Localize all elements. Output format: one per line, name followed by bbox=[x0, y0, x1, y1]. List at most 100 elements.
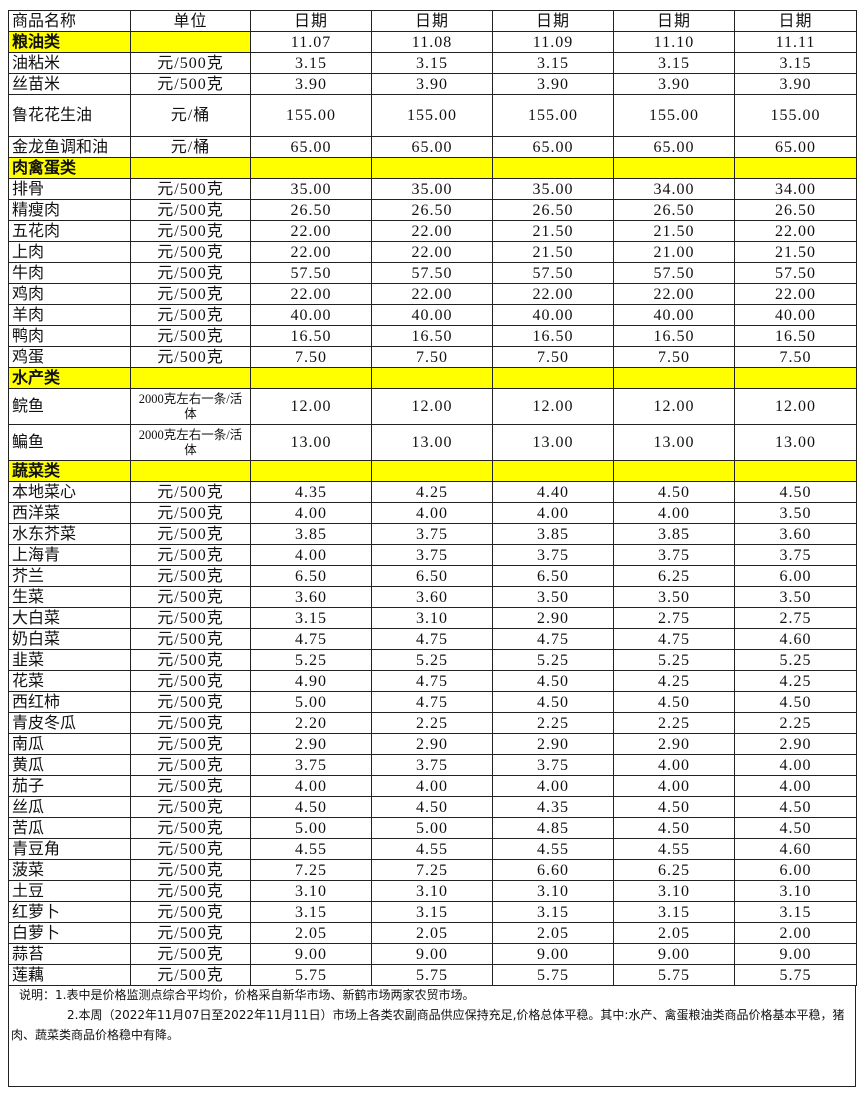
item-price: 4.50 bbox=[734, 691, 857, 713]
category-date: 11.09 bbox=[492, 31, 614, 53]
item-price: 57.50 bbox=[613, 262, 735, 284]
item-name: 鸭肉 bbox=[8, 325, 131, 347]
item-price: 2.05 bbox=[492, 922, 614, 944]
item-price: 4.00 bbox=[613, 754, 735, 776]
category-date bbox=[613, 460, 735, 482]
item-price: 57.50 bbox=[250, 262, 372, 284]
category-date bbox=[250, 367, 372, 389]
item-price: 9.00 bbox=[250, 943, 372, 965]
item-price: 3.10 bbox=[371, 607, 493, 629]
item-price: 2.90 bbox=[613, 733, 735, 755]
item-price: 4.60 bbox=[734, 838, 857, 860]
item-price: 13.00 bbox=[492, 424, 614, 461]
item-price: 22.00 bbox=[250, 220, 372, 242]
item-price: 22.00 bbox=[492, 283, 614, 305]
category-unit bbox=[130, 157, 251, 179]
item-price: 65.00 bbox=[613, 136, 735, 158]
item-unit: 元/500克 bbox=[130, 586, 251, 608]
item-price: 22.00 bbox=[371, 220, 493, 242]
category-date bbox=[371, 367, 493, 389]
item-name: 鳊鱼 bbox=[8, 424, 131, 461]
item-price: 13.00 bbox=[371, 424, 493, 461]
table-row: 青皮冬瓜 元/500克 2.20 2.25 2.25 2.25 2.25 bbox=[8, 712, 857, 734]
item-name: 黄瓜 bbox=[8, 754, 131, 776]
item-name: 大白菜 bbox=[8, 607, 131, 629]
table-row: 南瓜 元/500克 2.90 2.90 2.90 2.90 2.90 bbox=[8, 733, 857, 755]
item-price: 5.25 bbox=[734, 649, 857, 671]
item-price: 4.40 bbox=[492, 481, 614, 503]
item-price: 3.15 bbox=[613, 52, 735, 74]
item-price: 34.00 bbox=[613, 178, 735, 200]
item-price: 21.50 bbox=[613, 220, 735, 242]
category-row: 蔬菜类 bbox=[8, 460, 857, 482]
item-price: 2.25 bbox=[734, 712, 857, 734]
item-price: 2.00 bbox=[734, 922, 857, 944]
item-name: 青豆角 bbox=[8, 838, 131, 860]
item-unit: 元/500克 bbox=[130, 481, 251, 503]
item-unit: 元/桶 bbox=[130, 136, 251, 158]
item-price: 4.75 bbox=[371, 691, 493, 713]
category-date bbox=[492, 367, 614, 389]
item-price: 12.00 bbox=[492, 388, 614, 425]
item-price: 16.50 bbox=[250, 325, 372, 347]
item-price: 3.75 bbox=[492, 754, 614, 776]
item-price: 3.10 bbox=[613, 880, 735, 902]
header-date: 日期 bbox=[492, 10, 614, 32]
item-price: 21.50 bbox=[492, 220, 614, 242]
table-row: 鸡肉 元/500克 22.00 22.00 22.00 22.00 22.00 bbox=[8, 283, 857, 305]
item-name: 五花肉 bbox=[8, 220, 131, 242]
item-price: 57.50 bbox=[734, 262, 857, 284]
table-row: 鲩鱼 2000克左右一条/活体 12.00 12.00 12.00 12.00 12.00 bbox=[8, 388, 857, 425]
table-row: 丝苗米 元/500克 3.90 3.90 3.90 3.90 3.90 bbox=[8, 73, 857, 95]
item-price: 7.25 bbox=[371, 859, 493, 881]
item-price: 2.25 bbox=[492, 712, 614, 734]
item-unit: 元/500克 bbox=[130, 304, 251, 326]
item-price: 35.00 bbox=[371, 178, 493, 200]
item-price: 40.00 bbox=[250, 304, 372, 326]
item-price: 4.50 bbox=[613, 796, 735, 818]
item-price: 3.85 bbox=[492, 523, 614, 545]
item-price: 4.75 bbox=[613, 628, 735, 650]
item-price: 7.25 bbox=[250, 859, 372, 881]
category-date: 11.08 bbox=[371, 31, 493, 53]
item-price: 5.25 bbox=[250, 649, 372, 671]
table-row: 莲藕 元/500克 5.75 5.75 5.75 5.75 5.75 bbox=[8, 964, 857, 986]
item-name: 油粘米 bbox=[8, 52, 131, 74]
item-unit: 元/500克 bbox=[130, 220, 251, 242]
item-name: 鲩鱼 bbox=[8, 388, 131, 425]
table-row: 羊肉 元/500克 40.00 40.00 40.00 40.00 40.00 bbox=[8, 304, 857, 326]
item-price: 22.00 bbox=[734, 220, 857, 242]
item-name: 上海青 bbox=[8, 544, 131, 566]
category-unit bbox=[130, 367, 251, 389]
item-price: 26.50 bbox=[250, 199, 372, 221]
item-price: 6.25 bbox=[613, 565, 735, 587]
item-price: 3.15 bbox=[250, 607, 372, 629]
item-price: 4.25 bbox=[613, 670, 735, 692]
item-price: 3.75 bbox=[250, 754, 372, 776]
item-unit: 2000克左右一条/活体 bbox=[130, 424, 251, 461]
item-unit: 元/500克 bbox=[130, 880, 251, 902]
item-unit: 元/500克 bbox=[130, 649, 251, 671]
item-price: 4.35 bbox=[492, 796, 614, 818]
table-row: 菠菜 元/500克 7.25 7.25 6.60 6.25 6.00 bbox=[8, 859, 857, 881]
item-price: 2.20 bbox=[250, 712, 372, 734]
item-price: 65.00 bbox=[734, 136, 857, 158]
item-price: 3.85 bbox=[613, 523, 735, 545]
item-price: 4.00 bbox=[492, 502, 614, 524]
item-name: 苦瓜 bbox=[8, 817, 131, 839]
item-price: 2.05 bbox=[250, 922, 372, 944]
category-date: 11.11 bbox=[734, 31, 857, 53]
item-price: 65.00 bbox=[371, 136, 493, 158]
item-name: 青皮冬瓜 bbox=[8, 712, 131, 734]
item-unit: 元/500克 bbox=[130, 325, 251, 347]
item-price: 6.25 bbox=[613, 859, 735, 881]
item-price: 3.90 bbox=[371, 73, 493, 95]
item-price: 13.00 bbox=[734, 424, 857, 461]
item-price: 3.60 bbox=[734, 523, 857, 545]
item-price: 4.00 bbox=[250, 544, 372, 566]
item-unit: 元/500克 bbox=[130, 523, 251, 545]
item-unit: 元/500克 bbox=[130, 262, 251, 284]
item-price: 4.50 bbox=[734, 817, 857, 839]
item-unit: 元/500克 bbox=[130, 775, 251, 797]
item-price: 4.55 bbox=[613, 838, 735, 860]
